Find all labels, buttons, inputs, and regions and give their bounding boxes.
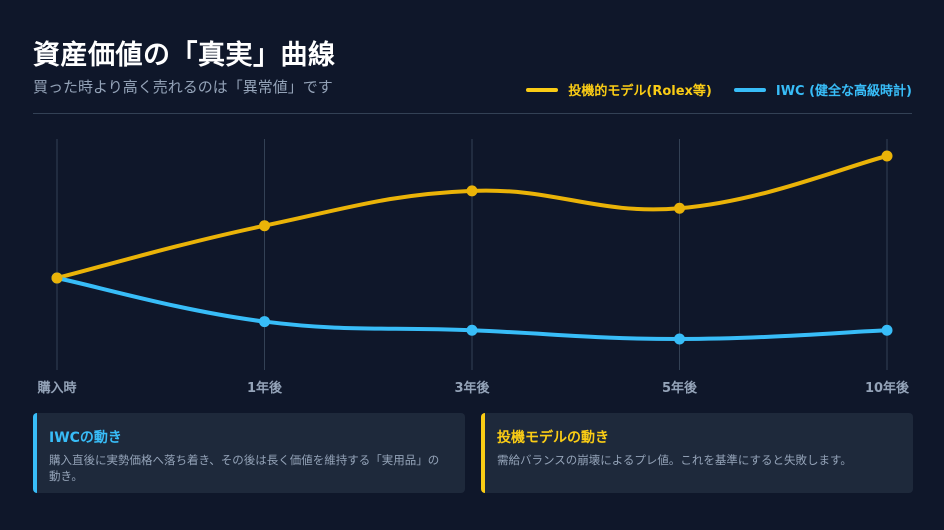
card-title: 投機モデルの動き — [497, 430, 609, 446]
legend-swatch-speculative — [526, 87, 559, 92]
data-point[interactable] — [881, 324, 893, 336]
header-divider — [33, 113, 912, 114]
speculative-info-card: 投機モデルの動き 需給バランスの崩壊によるプレ値。これを基準にすると失敗します。 — [481, 413, 913, 493]
iwc-info-card: IWCの動き 購入直後に実勢価格へ落ち着き、その後は長く価値を維持する「実用品」… — [33, 413, 465, 493]
card-accent-bar — [33, 413, 37, 493]
legend-swatch-iwc — [733, 87, 766, 92]
legend-label-speculative: 投機的モデル(Rolex等) — [568, 84, 712, 99]
speculative-points — [51, 150, 893, 284]
chart-legend: 投機的モデル(Rolex等) IWC (健全な高級時計) — [526, 80, 912, 99]
card-body: 購入直後に実勢価格へ落ち着き、その後は長く価値を維持する「実用品」の動き。 — [49, 453, 440, 483]
legend-label-iwc: IWC (健全な高級時計) — [775, 84, 912, 99]
data-point[interactable] — [674, 333, 685, 345]
page-title: 資産価値の「真実」曲線 — [33, 40, 336, 71]
data-point[interactable] — [674, 202, 685, 214]
data-point[interactable] — [466, 324, 478, 336]
data-point[interactable] — [259, 220, 270, 232]
card-title: IWCの動き — [49, 430, 122, 446]
card-accent-bar — [481, 413, 485, 493]
data-point[interactable] — [466, 185, 478, 197]
legend-item-speculative[interactable]: 投機的モデル(Rolex等) — [526, 80, 712, 99]
data-point[interactable] — [259, 316, 270, 328]
legend-item-iwc[interactable]: IWC (健全な高級時計) — [733, 80, 912, 99]
data-point[interactable] — [881, 150, 893, 162]
card-body: 需給バランスの崩壊によるプレ値。これを基準にすると失敗します。 — [497, 453, 852, 467]
x-label: 1年後 — [246, 381, 283, 396]
page-subtitle: 買った時より高く売れるのは「異常値」です — [33, 78, 333, 96]
data-point[interactable] — [51, 272, 63, 284]
x-label: 5年後 — [661, 381, 698, 396]
x-label: 購入時 — [37, 381, 77, 396]
x-label: 10年後 — [864, 381, 910, 396]
x-label: 3年後 — [454, 381, 490, 396]
line-chart — [51, 139, 893, 370]
